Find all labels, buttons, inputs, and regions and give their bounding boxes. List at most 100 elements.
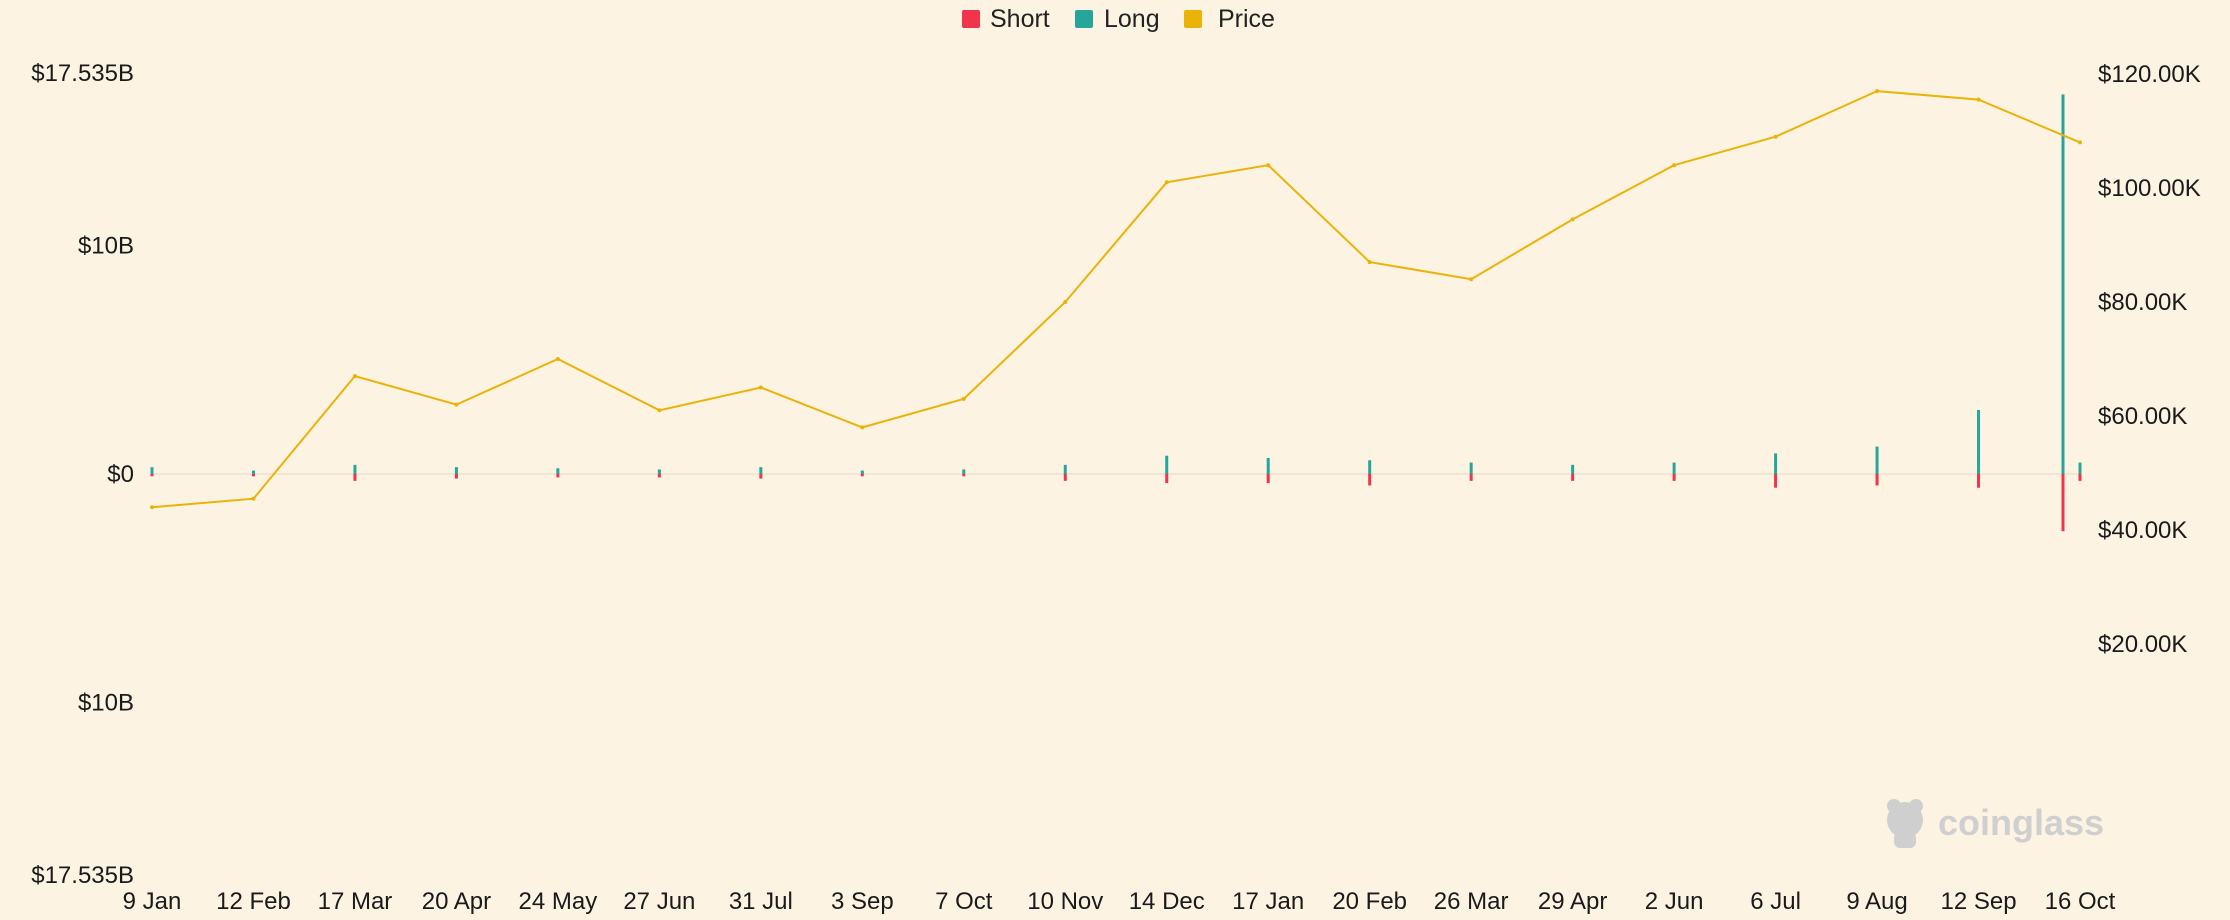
x-axis-tick-label: 14 Dec	[1129, 888, 1205, 915]
long-bar	[1165, 455, 1169, 474]
legend-item-long[interactable]: Long	[1075, 5, 1160, 33]
chart-legend[interactable]: Short Long Price	[962, 5, 1275, 33]
price-point	[1063, 300, 1068, 304]
x-axis-tick-label: 3 Sep	[831, 888, 894, 915]
right-axis-tick-label: $120.00K	[2098, 61, 2201, 88]
short-bar	[1774, 474, 1778, 488]
x-axis-tick-label: 31 Jul	[729, 888, 793, 915]
price-point	[657, 408, 662, 413]
legend-label-price: Price	[1218, 5, 1275, 33]
short-bar	[1063, 474, 1067, 481]
x-axis-tick-label: 17 Jan	[1232, 888, 1304, 915]
x-axis-tick-label: 12 Feb	[216, 888, 291, 915]
price-point	[1976, 97, 1981, 102]
price-point	[1672, 163, 1677, 168]
x-axis-tick-label: 27 Jun	[623, 888, 695, 915]
liquidation-bars	[150, 94, 2082, 532]
long-bar	[860, 470, 864, 474]
x-axis-tick-label: 16 Oct	[2045, 888, 2116, 915]
left-axis-tick-label: $0	[107, 461, 134, 488]
coinglass-watermark: coinglass	[1887, 799, 2104, 848]
long-bar	[2061, 94, 2065, 475]
x-axis-tick-label: 9 Jan	[123, 888, 182, 915]
short-bar	[1977, 474, 1981, 488]
right-axis-tick-label: $100.00K	[2098, 175, 2201, 202]
left-axis: $17.535B $10B $0 $10B $17.535B	[31, 60, 134, 889]
price-point	[1469, 277, 1474, 282]
short-bar	[759, 474, 763, 479]
price-point	[150, 505, 154, 510]
price-point	[961, 396, 966, 401]
x-axis-tick-label: 9 Aug	[1846, 888, 1907, 915]
short-bar	[1368, 474, 1372, 486]
long-bar	[1266, 457, 1270, 474]
long-bar	[1063, 464, 1067, 474]
long-bar	[1469, 462, 1473, 474]
coinglass-logo-icon	[1887, 799, 1923, 848]
long-bar	[962, 469, 966, 474]
price-points	[150, 89, 2082, 510]
short-bar	[962, 474, 966, 477]
short-bar	[1571, 474, 1575, 481]
legend-swatch-price	[1184, 10, 1202, 28]
price-point	[251, 496, 256, 501]
legend-label-short: Short	[990, 5, 1050, 33]
long-bar	[2078, 462, 2082, 474]
price-line	[151, 90, 2081, 509]
long-bar	[1368, 460, 1372, 474]
legend-label-long: Long	[1104, 5, 1160, 33]
x-axis-tick-label: 10 Nov	[1027, 888, 1103, 915]
long-bar	[759, 467, 763, 474]
legend-swatch-long	[1075, 10, 1093, 28]
long-bar	[251, 470, 255, 474]
short-bar	[2061, 474, 2065, 532]
left-axis-tick-label: $10B	[78, 690, 134, 717]
short-bar	[556, 474, 560, 478]
x-axis-tick-label: 24 May	[519, 888, 598, 915]
x-axis-tick-label: 6 Jul	[1750, 888, 1801, 915]
price-point	[1570, 217, 1575, 222]
right-axis-tick-label: $40.00K	[2098, 517, 2187, 544]
long-bar	[1774, 453, 1778, 474]
right-axis: $140.00K$120.00K$100.00K$80.00K$60.00K$4…	[2098, 61, 2201, 658]
price-point	[758, 385, 763, 390]
left-axis-tick-label: $17.535B	[31, 862, 134, 889]
x-axis-tick-label: 29 Apr	[1538, 888, 1607, 915]
short-bar	[454, 474, 458, 479]
right-axis-tick-label: $60.00K	[2098, 403, 2187, 430]
x-axis-tick-label: 7 Oct	[935, 888, 993, 915]
x-axis-tick-label: 12 Sep	[1940, 888, 2016, 915]
price-point	[1266, 163, 1271, 168]
right-axis-tick-label: $20.00K	[2098, 631, 2187, 658]
legend-swatch-short	[962, 10, 980, 28]
short-bar	[2078, 474, 2082, 481]
long-bar	[1571, 464, 1575, 474]
price-point	[1367, 260, 1372, 265]
legend-item-short[interactable]: Short	[962, 5, 1050, 33]
x-axis-tick-label: 17 Mar	[318, 888, 393, 915]
long-bar	[556, 468, 560, 474]
x-axis: 9 Jan 12 Feb 17 Mar 20 Apr 24 May 27 Jun 31 Ju…	[123, 888, 2116, 915]
price-point	[860, 425, 865, 430]
price-point	[352, 374, 357, 379]
short-bar	[860, 474, 864, 477]
short-bar	[150, 474, 154, 477]
left-axis-tick-label: $10B	[78, 232, 134, 259]
left-axis-tick-label: $17.535B	[31, 60, 134, 87]
short-bar	[353, 474, 357, 481]
short-bar	[1469, 474, 1473, 481]
right-axis-tick-label: $80.00K	[2098, 289, 2187, 316]
x-axis-tick-label: 20 Feb	[1332, 888, 1407, 915]
long-bar	[150, 467, 154, 474]
long-bar	[1672, 462, 1676, 474]
long-bar	[353, 464, 357, 474]
price-point	[454, 402, 459, 407]
legend-item-price[interactable]: Price	[1184, 5, 1275, 33]
x-axis-tick-label: 20 Apr	[422, 888, 491, 915]
long-bar	[454, 467, 458, 474]
x-axis-tick-label: 26 Mar	[1434, 888, 1509, 915]
long-bar	[657, 469, 661, 474]
long-bar	[1875, 446, 1879, 474]
price-point	[2078, 140, 2082, 145]
